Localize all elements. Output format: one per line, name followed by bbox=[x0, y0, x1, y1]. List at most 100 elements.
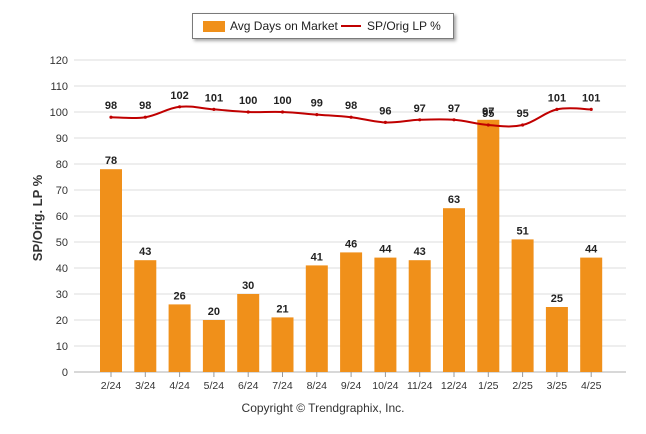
bar bbox=[271, 317, 294, 372]
line-point bbox=[143, 115, 147, 119]
x-tick-label: 9/24 bbox=[341, 380, 362, 392]
bar-value-label: 43 bbox=[139, 246, 151, 258]
x-tick-label: 7/24 bbox=[272, 380, 293, 392]
y-tick-label: 40 bbox=[56, 263, 68, 275]
y-tick-label: 120 bbox=[50, 55, 68, 67]
bar bbox=[305, 265, 328, 372]
line-point bbox=[246, 110, 250, 114]
x-tick-label: 10/24 bbox=[372, 380, 398, 392]
y-tick-label: 60 bbox=[56, 211, 68, 223]
y-tick-label: 20 bbox=[56, 315, 68, 327]
line-series bbox=[109, 105, 593, 128]
y-axis-label: SP/Orig. LP % bbox=[30, 174, 45, 261]
y-tick-label: 30 bbox=[56, 289, 68, 301]
bar bbox=[408, 260, 431, 372]
line-point bbox=[486, 123, 490, 127]
line-point bbox=[315, 113, 319, 117]
line-value-label: 101 bbox=[548, 92, 566, 104]
y-tick-label: 70 bbox=[56, 185, 68, 197]
bar bbox=[545, 307, 568, 372]
bar bbox=[237, 294, 260, 372]
x-tick-label: 1/25 bbox=[478, 380, 499, 392]
bar bbox=[168, 304, 191, 372]
line-value-label: 102 bbox=[170, 90, 188, 102]
line-value-label: 100 bbox=[273, 95, 291, 107]
x-tick-label: 2/25 bbox=[512, 380, 533, 392]
x-tick-label: 12/24 bbox=[441, 380, 467, 392]
bar-value-label: 21 bbox=[276, 303, 288, 315]
y-tick-label: 80 bbox=[56, 159, 68, 171]
bar bbox=[340, 252, 363, 372]
line-value-label: 97 bbox=[414, 103, 426, 115]
bar-value-label: 20 bbox=[208, 306, 220, 318]
bar bbox=[100, 169, 122, 372]
line-value-label: 100 bbox=[239, 95, 257, 107]
bar-value-label: 30 bbox=[242, 280, 254, 292]
line-point bbox=[280, 110, 285, 114]
legend-item-bar[interactable]: Avg Days on Market bbox=[203, 14, 338, 38]
line-value-label: 98 bbox=[105, 100, 117, 112]
bar-value-label: 51 bbox=[516, 225, 528, 237]
bar bbox=[374, 257, 397, 372]
line-value-label: 96 bbox=[379, 105, 391, 117]
line-value-label: 101 bbox=[205, 92, 223, 104]
bar-value-label: 63 bbox=[448, 194, 460, 206]
legend-line-label: SP/Orig LP % bbox=[367, 19, 441, 33]
bar bbox=[443, 208, 465, 372]
line-value-label: 95 bbox=[482, 108, 494, 120]
bar-value-label: 41 bbox=[311, 251, 323, 263]
x-tick-label: 4/25 bbox=[581, 380, 602, 392]
y-tick-label: 50 bbox=[56, 237, 68, 249]
legend-bar-label: Avg Days on Market bbox=[230, 19, 338, 33]
line-point bbox=[178, 105, 182, 109]
line-point bbox=[349, 115, 353, 119]
x-tick-label: 2/24 bbox=[101, 380, 122, 392]
bar-value-label: 25 bbox=[551, 293, 563, 305]
legend-item-line[interactable]: SP/Orig LP % bbox=[341, 14, 441, 38]
legend-line-swatch bbox=[341, 25, 361, 27]
legend-bar-swatch bbox=[203, 20, 225, 32]
bar-series bbox=[100, 119, 603, 372]
y-axis-ticks: 0 10 20 30 40 50 60 70 80 90 100 110 120 bbox=[50, 55, 68, 379]
y-tick-label: 90 bbox=[56, 133, 68, 145]
bar-value-label: 43 bbox=[414, 246, 426, 258]
bar-value-label: 97 bbox=[482, 106, 494, 118]
bar-value-label: 78 bbox=[105, 155, 117, 167]
bar bbox=[580, 257, 603, 372]
line-point bbox=[418, 118, 422, 122]
bar bbox=[202, 320, 225, 372]
y-tick-label: 100 bbox=[50, 107, 68, 119]
bar-data-labels: 78 43 26 20 30 21 41 46 44 43 63 97 51 25 44 bbox=[105, 106, 598, 318]
line-value-label: 98 bbox=[139, 100, 151, 112]
bar bbox=[511, 239, 534, 372]
x-axis-ticks: 2/24 3/24 4/24 5/24 6/24 7/24 8/24 9/24 10/24 11/… bbox=[101, 372, 602, 392]
line-point bbox=[452, 118, 456, 122]
x-tick-label: 5/24 bbox=[204, 380, 225, 392]
line-point bbox=[383, 120, 387, 124]
legend: Avg Days on Market SP/Orig LP % bbox=[192, 13, 454, 39]
line-point bbox=[555, 107, 559, 111]
line-value-label: 95 bbox=[516, 108, 528, 120]
line-point bbox=[212, 107, 216, 111]
bar-value-label: 46 bbox=[345, 238, 357, 250]
x-tick-label: 8/24 bbox=[307, 380, 328, 392]
bar-value-label: 44 bbox=[379, 244, 392, 256]
line-point bbox=[109, 115, 113, 119]
bar-value-label: 26 bbox=[173, 290, 185, 302]
line-point bbox=[521, 123, 525, 127]
line-value-label: 97 bbox=[448, 103, 460, 115]
x-tick-label: 4/24 bbox=[169, 380, 190, 392]
y-tick-label: 10 bbox=[56, 341, 68, 353]
y-tick-label: 110 bbox=[50, 81, 68, 93]
line-value-label: 101 bbox=[582, 92, 600, 104]
bar-value-label: 44 bbox=[585, 244, 598, 256]
line-point bbox=[589, 107, 593, 111]
bar bbox=[477, 119, 500, 372]
line-value-label: 98 bbox=[345, 100, 357, 112]
bar bbox=[134, 260, 157, 372]
x-tick-label: 3/25 bbox=[547, 380, 568, 392]
line-value-label: 99 bbox=[311, 98, 323, 110]
y-tick-label: 0 bbox=[62, 367, 68, 379]
